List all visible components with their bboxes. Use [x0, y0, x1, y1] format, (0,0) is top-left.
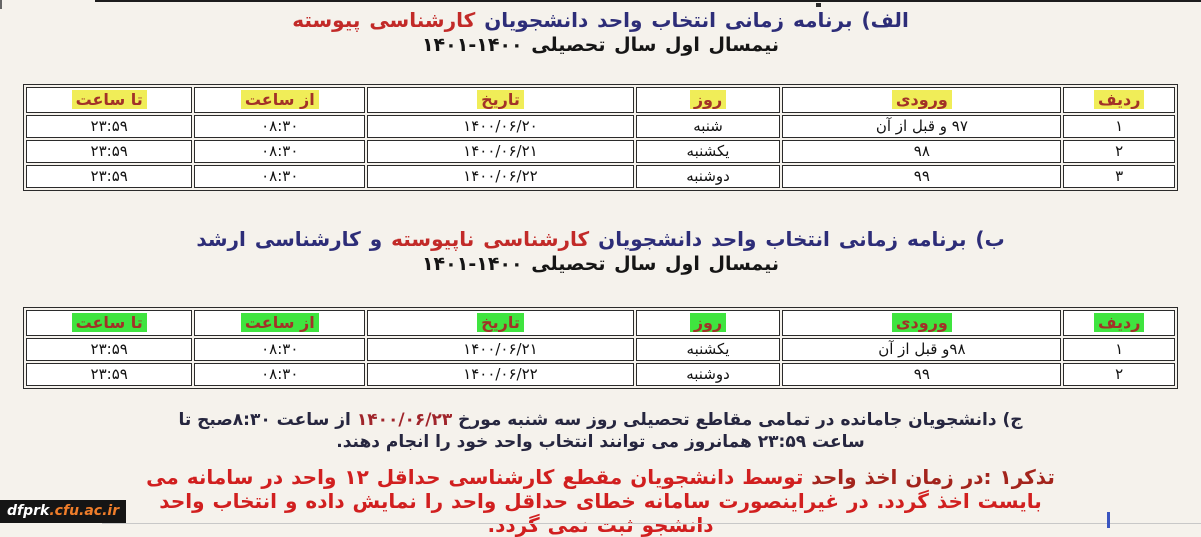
column-header-ta-saat: تا ساعت — [71, 90, 147, 109]
watermark-prefix: dfprk — [7, 503, 50, 519]
column-header-ta-saat: تا ساعت — [71, 313, 147, 332]
section-a-title-prefix: الف) برنامه زمانی انتخاب واحد دانشجویان — [475, 8, 909, 32]
section-b-title-prefix: ب) برنامه زمانی انتخاب واحد دانشجویان — [589, 227, 1005, 251]
table-cell: دوشنبه — [635, 165, 781, 188]
bottom-border-line — [102, 523, 1201, 524]
header-cell: ردیف — [1063, 310, 1175, 336]
section-b-title-highlight: کارشناسی ناپیوسته — [391, 227, 590, 251]
table-cell: ۲۳:۵۹ — [26, 363, 193, 386]
header-cell: روز — [635, 310, 781, 336]
table-cell: ۱۴۰۰/۰۶/۲۱ — [367, 338, 634, 361]
table-cell: ۰۸:۳۰ — [194, 363, 366, 386]
table-cell: ۲۳:۵۹ — [26, 165, 193, 188]
table-cell: ۳ — [1063, 165, 1175, 188]
column-header-tarikh: تاریخ — [477, 313, 524, 332]
note-c-text: ج) دانشجویان جامانده در تمامی مقاطع تحصی… — [452, 410, 1023, 430]
column-header-voroodi: ورودی — [891, 313, 952, 332]
top-border-line — [95, 0, 1201, 2]
table-cell: یکشنبه — [635, 140, 781, 163]
section-a-title: الف) برنامه زمانی انتخاب واحد دانشجویان … — [0, 8, 1201, 33]
table-cell: ۱ — [1063, 115, 1175, 138]
table-row: ۲ ۹۸ یکشنبه ۱۴۰۰/۰۶/۲۱ ۰۸:۳۰ ۲۳:۵۹ — [26, 140, 1175, 163]
column-header-radif: ردیف — [1093, 90, 1145, 109]
table-cell: ۰۸:۳۰ — [194, 115, 366, 138]
header-cell: تا ساعت — [26, 310, 193, 336]
table-cell: ۲ — [1063, 140, 1175, 163]
header-cell: از ساعت — [194, 310, 366, 336]
warning-paragraph: تذکر۱ :در زمان اخذ واحد توسط دانشجویان م… — [0, 465, 1201, 537]
note-c-text: از ساعت ۸:۳۰صبح تا — [178, 410, 357, 430]
table-row: ۳ ۹۹ دوشنبه ۱۴۰۰/۰۶/۲۲ ۰۸:۳۰ ۲۳:۵۹ — [26, 165, 1175, 188]
table-b-header-row: ردیف ورودی روز تاریخ از ساعت تا ساعت — [26, 310, 1175, 336]
column-header-rooz: روز — [689, 90, 727, 109]
watermark-suffix: .cfu.ac.ir — [49, 503, 120, 519]
header-cell: تاریخ — [367, 87, 634, 113]
table-cell: ۱۴۰۰/۰۶/۲۱ — [367, 140, 634, 163]
column-header-az-saat: از ساعت — [240, 313, 319, 332]
header-cell: تا ساعت — [26, 87, 193, 113]
note-c-paragraph: ج) دانشجویان جامانده در تمامی مقاطع تحصی… — [0, 409, 1201, 453]
table-cell: ۲۳:۵۹ — [26, 338, 193, 361]
warning-lead: تذکر۱ :در زمان اخذ واحد — [803, 465, 1055, 489]
section-a-subtitle: نیمسال اول سال تحصیلی ۱۴۰۰-۱۴۰۱ — [421, 34, 780, 56]
table-cell: ۰۸:۳۰ — [194, 165, 366, 188]
warning-line-3: دانشجو ثبت نمی گردد. — [487, 513, 714, 537]
column-header-tarikh: تاریخ — [477, 90, 524, 109]
table-row: ۲ ۹۹ دوشنبه ۱۴۰۰/۰۶/۲۲ ۰۸:۳۰ ۲۳:۵۹ — [26, 363, 1175, 386]
schedule-table-a: ردیف ورودی روز تاریخ از ساعت تا ساعت ۱ ۹… — [23, 84, 1178, 191]
table-cell: یکشنبه — [635, 338, 781, 361]
table-cell: ۱۴۰۰/۰۶/۲۲ — [367, 363, 634, 386]
section-b-title-suffix: و کارشناسی ارشد — [196, 227, 392, 251]
table-cell: ۹۸و قبل از آن — [782, 338, 1062, 361]
table-cell: ۲۳:۵۹ — [26, 140, 193, 163]
column-header-radif: ردیف — [1093, 313, 1145, 332]
table-cell: ۱ — [1063, 338, 1175, 361]
warning-line-1: تذکر۱ :در زمان اخذ واحد توسط دانشجویان م… — [0, 465, 1201, 489]
header-cell: از ساعت — [194, 87, 366, 113]
section-a-title-block: الف) برنامه زمانی انتخاب واحد دانشجویان … — [0, 0, 1201, 58]
table-cell: ۱۴۰۰/۰۶/۲۰ — [367, 115, 634, 138]
column-header-voroodi: ورودی — [891, 90, 952, 109]
table-cell: ۰۸:۳۰ — [194, 140, 366, 163]
table-cell: ۹۷ و قبل از آن — [782, 115, 1062, 138]
table-cell: دوشنبه — [635, 363, 781, 386]
table-a-header-row: ردیف ورودی روز تاریخ از ساعت تا ساعت — [26, 87, 1175, 113]
section-b-title: ب) برنامه زمانی انتخاب واحد دانشجویان کا… — [0, 227, 1201, 252]
table-row: ۱ ۹۸و قبل از آن یکشنبه ۱۴۰۰/۰۶/۲۱ ۰۸:۳۰ … — [26, 338, 1175, 361]
top-artifact-dot — [816, 3, 821, 7]
table-cell: شنبه — [635, 115, 781, 138]
table-cell: ۹۸ — [782, 140, 1062, 163]
column-header-rooz: روز — [689, 313, 727, 332]
table-cell: ۹۹ — [782, 363, 1062, 386]
warning-line-2: بایست اخذ گردد. در غیراینصورت سامانه خطا… — [159, 489, 1042, 513]
section-b-title-block: ب) برنامه زمانی انتخاب واحد دانشجویان کا… — [0, 227, 1201, 277]
table-cell: ۲ — [1063, 363, 1175, 386]
table-cell: ۹۹ — [782, 165, 1062, 188]
note-c-line-1: ج) دانشجویان جامانده در تمامی مقاطع تحصی… — [0, 409, 1201, 431]
site-watermark-badge: dfprk.cfu.ac.ir — [0, 500, 127, 523]
table-cell: ۰۸:۳۰ — [194, 338, 366, 361]
bottom-blue-tick — [1107, 512, 1110, 528]
header-cell: ورودی — [782, 310, 1062, 336]
note-c-line-2: ساعت ۲۳:۵۹ همانروز می توانند انتخاب واحد… — [336, 432, 865, 452]
table-row: ۱ ۹۷ و قبل از آن شنبه ۱۴۰۰/۰۶/۲۰ ۰۸:۳۰ ۲… — [26, 115, 1175, 138]
top-left-tick — [0, 0, 2, 9]
header-cell: ورودی — [782, 87, 1062, 113]
header-cell: تاریخ — [367, 310, 634, 336]
column-header-az-saat: از ساعت — [240, 90, 319, 109]
table-cell: ۲۳:۵۹ — [26, 115, 193, 138]
section-a-title-highlight: کارشناسی پیوسته — [292, 8, 476, 32]
note-c-date: ۱۴۰۰/۰۶/۲۳ — [356, 410, 453, 430]
schedule-table-b: ردیف ورودی روز تاریخ از ساعت تا ساعت ۱ ۹… — [23, 307, 1178, 389]
header-cell: ردیف — [1063, 87, 1175, 113]
table-cell: ۱۴۰۰/۰۶/۲۲ — [367, 165, 634, 188]
warning-text: توسط دانشجویان مقطع کارشناسی حداقل ۱۲ وا… — [146, 465, 804, 489]
section-b-subtitle: نیمسال اول سال تحصیلی ۱۴۰۰-۱۴۰۱ — [421, 253, 780, 275]
header-cell: روز — [635, 87, 781, 113]
